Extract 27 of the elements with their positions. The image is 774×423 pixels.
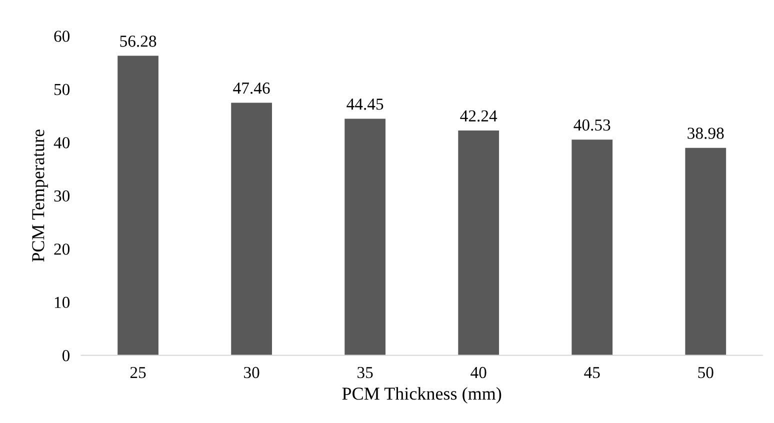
bar — [685, 148, 726, 356]
y-tick-label: 20 — [54, 244, 70, 255]
y-tick-label: 60 — [54, 30, 70, 42]
data-label: 47.46 — [233, 82, 270, 94]
x-tick-label: 35 — [358, 366, 373, 378]
data-label: 56.28 — [120, 36, 156, 47]
bar — [344, 118, 386, 356]
x-axis-title: PCM Thickness (mm) — [342, 387, 502, 404]
x-tick-label: 25 — [130, 366, 146, 378]
x-tick-label: 30 — [244, 366, 260, 378]
bar — [231, 102, 272, 356]
bar — [458, 130, 500, 356]
bar — [572, 140, 613, 356]
x-tick-label: 50 — [698, 366, 714, 378]
y-tick-label: 40 — [54, 137, 70, 148]
data-label: 42.24 — [460, 110, 498, 122]
y-tick-label: 30 — [54, 190, 70, 202]
data-label: 40.53 — [574, 119, 610, 131]
y-axis-title: PCM Temperature — [32, 130, 48, 262]
data-label: 44.45 — [346, 98, 384, 110]
bar — [118, 56, 158, 356]
x-tick-label: 40 — [470, 366, 486, 378]
y-tick-label: 50 — [54, 84, 70, 96]
data-label: 38.98 — [688, 128, 724, 139]
y-tick-label: 0 — [62, 350, 70, 362]
y-tick-label: 10 — [54, 296, 70, 308]
x-tick-label: 45 — [584, 367, 600, 378]
